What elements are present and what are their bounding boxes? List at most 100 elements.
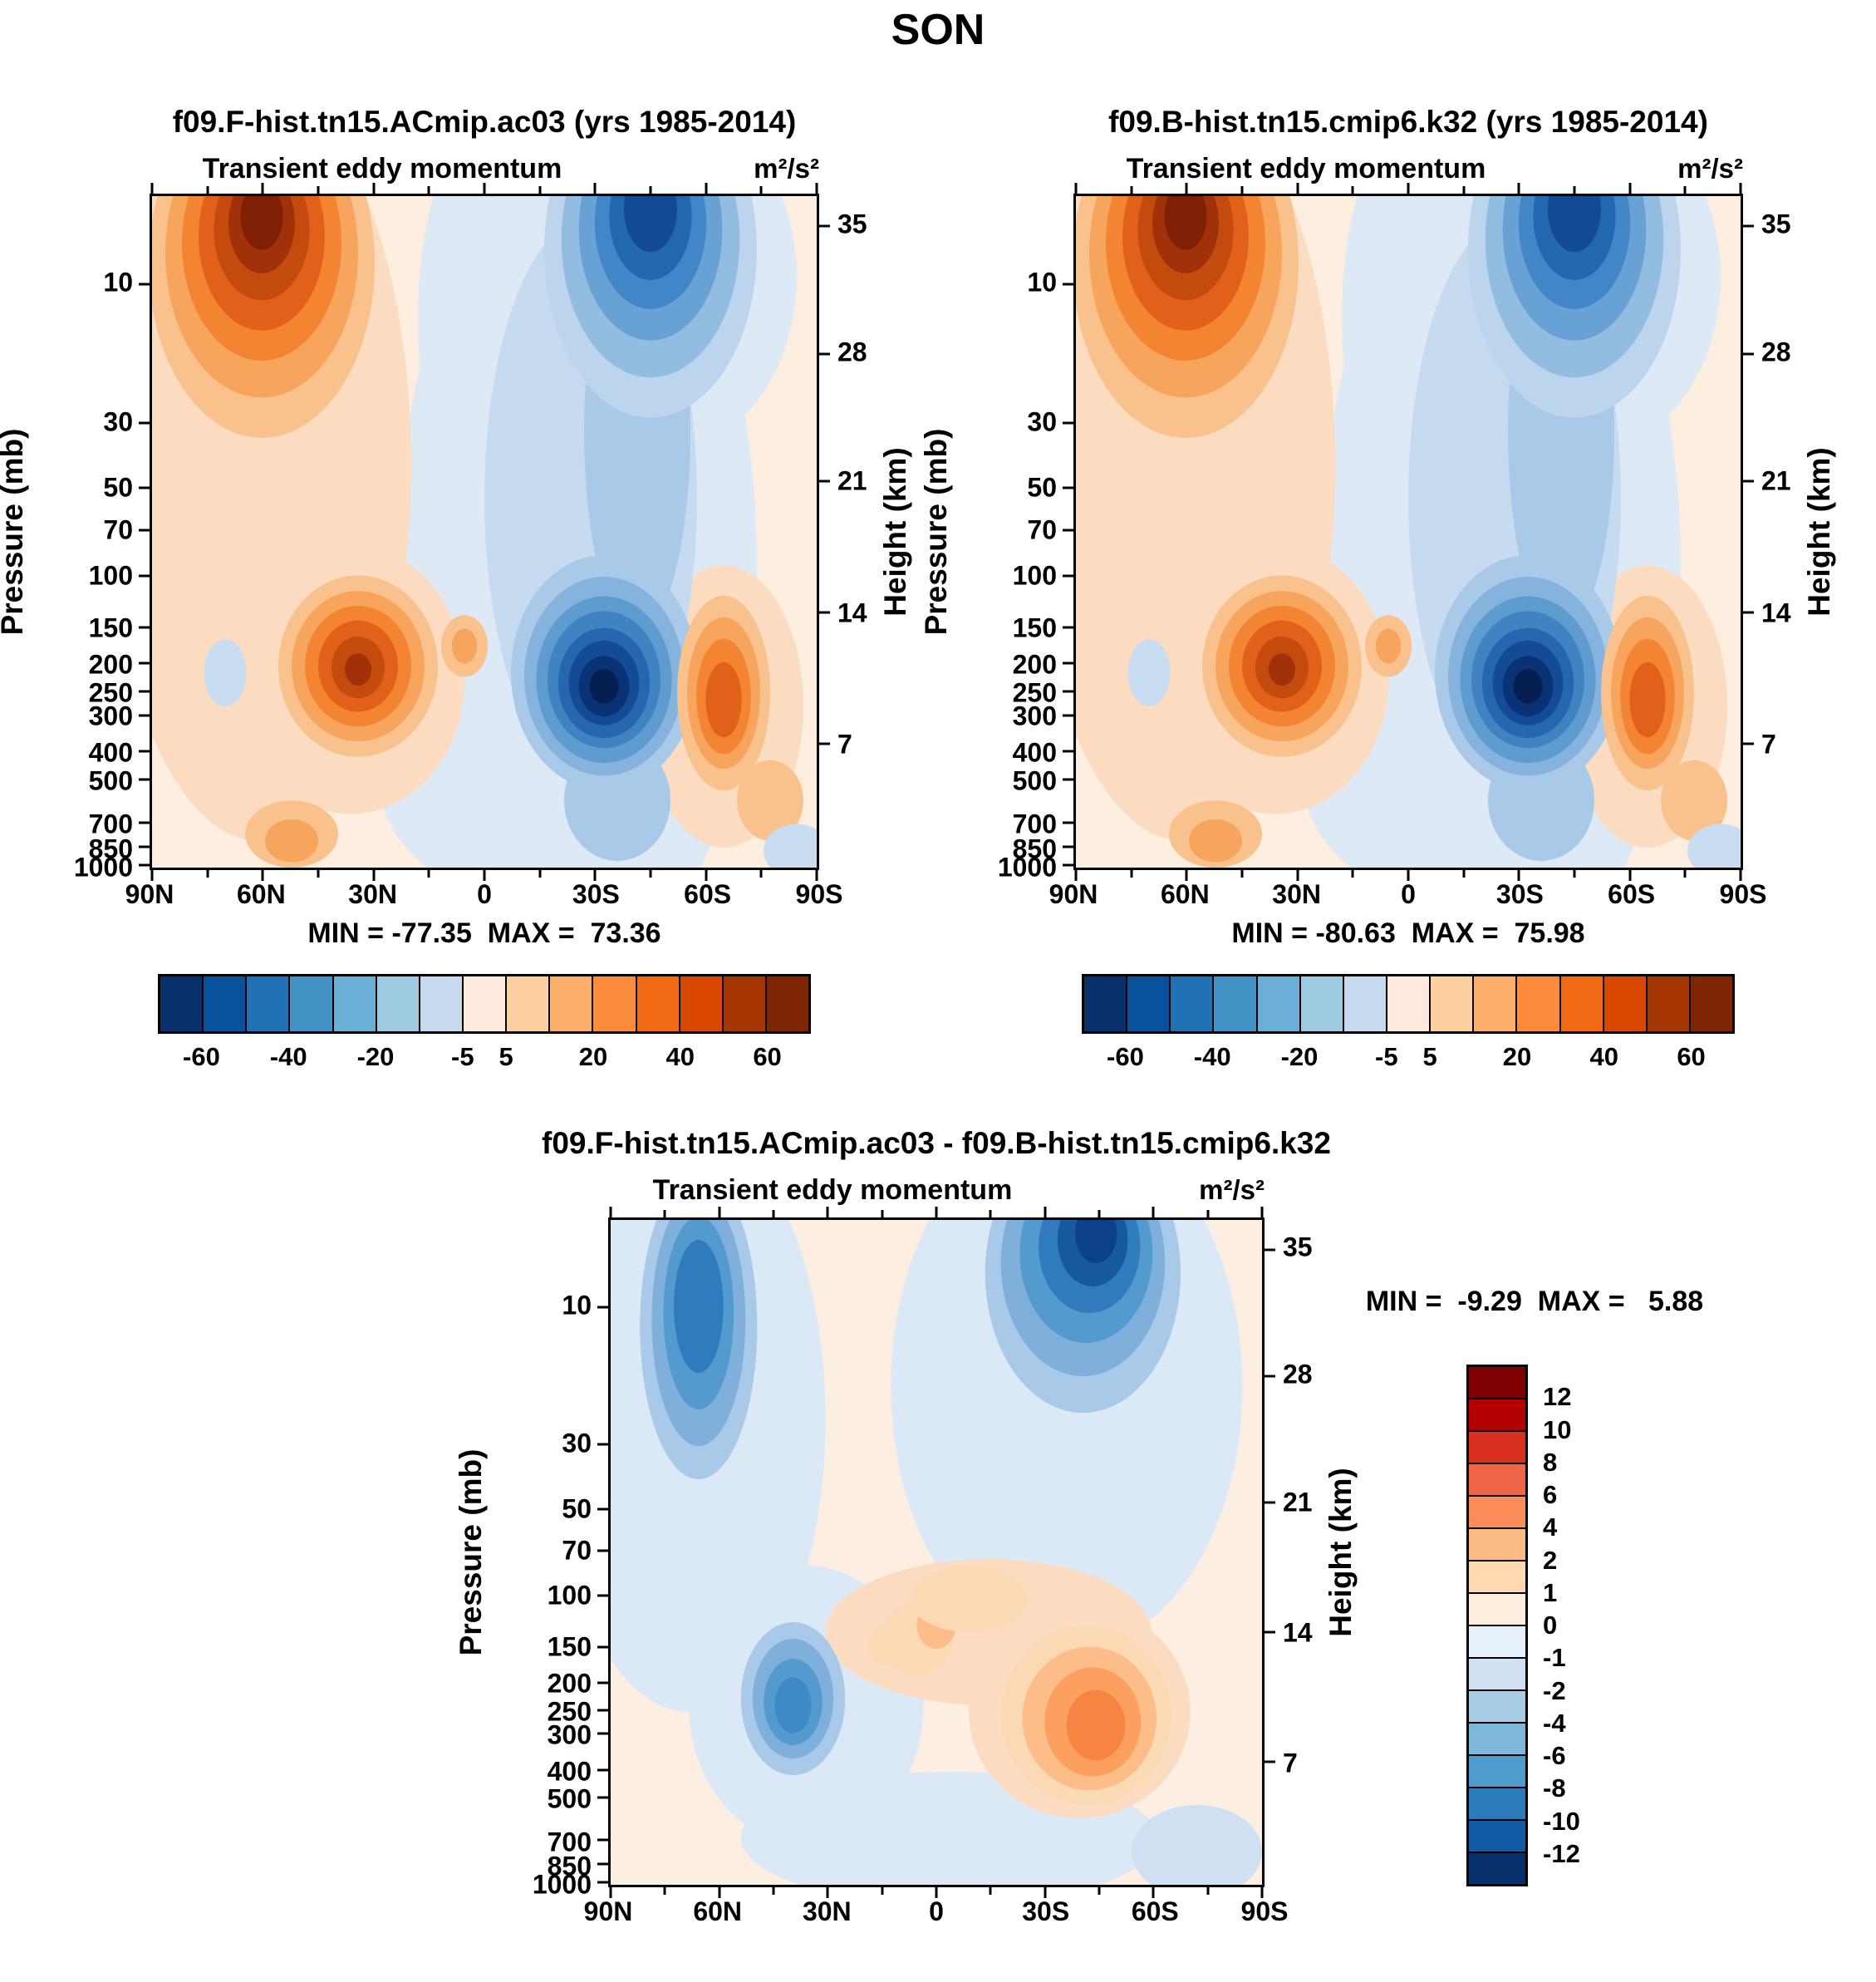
contour-plot [597,1207,1275,1898]
latitude-tick-labels: 90N 60N 30N 0 30S 60S 90S [584,1896,1289,1930]
latitude-tick-label: 30N [1272,879,1321,909]
colorbar-cell [463,976,508,1031]
latitude-tick-label: 0 [929,1896,944,1926]
height-tick-label: 21 [1761,465,1791,496]
pressure-tick-label: 400 [88,737,133,768]
panel-title: f09.B-hist.tn15.cmip6.k32 (yrs 1985-2014… [1108,105,1708,139]
height-tick-label: 14 [1761,598,1791,628]
colorbar-cell [1469,1399,1525,1432]
latitude-tick-label: 60S [1608,879,1656,909]
colorbar-tick-label: -6 [1543,1741,1566,1770]
right-tick-mark [1265,1501,1275,1504]
left-tick-mark [1063,574,1073,578]
bottom-minor-tick-mark [1240,870,1244,878]
colorbar-cell [1431,976,1475,1031]
colorbar-tick-label: -5 [451,1042,474,1071]
left-tick-mark [597,1645,608,1649]
colorbar-cell [1469,1853,1525,1884]
field-title: Transient eddy momentum [652,1174,1013,1206]
bottom-minor-tick-mark [1130,870,1133,878]
left-tick-mark [1063,661,1073,665]
pressure-tick-label: 1000 [532,1869,592,1900]
right-tick-mark [1743,611,1754,614]
pressure-tick-label: 250 [547,1696,592,1727]
height-tick-label: 35 [1283,1232,1313,1262]
colorbar-cell [1690,976,1733,1031]
colorbar-cell [507,976,551,1031]
colorbar-tick-label: -20 [356,1042,395,1071]
pressure-tick-label: 30 [562,1428,592,1458]
pressure-tick-label: 700 [1012,809,1057,839]
right-tick-mark [1743,224,1754,228]
left-tick-mark [1063,845,1073,848]
bottom-minor-tick-mark [663,1887,666,1895]
latitude-tick-label: 0 [477,879,492,909]
bottom-minor-tick-mark [206,870,209,878]
colorbar-cell [1300,976,1344,1031]
height-tick-label: 21 [1283,1487,1313,1517]
left-tick-mark [1063,750,1073,753]
pressure-tick-label: 850 [88,834,133,864]
right-tick-mark [819,480,830,483]
colorbar-cell [766,976,809,1031]
colorbar-cell [1469,1529,1525,1562]
latitude-tick-label: 90S [795,879,843,909]
left-tick-mark [139,821,150,824]
units-label: m²/s² [754,153,819,184]
colorbar-tick-label: 4 [1543,1512,1558,1542]
top-minor-tick-mark [538,186,542,194]
contour-plot [139,183,830,881]
colorbar-cell [1469,1821,1525,1853]
latitude-tick-label: 60S [684,879,732,909]
pressure-axis-title: Pressure (mb) [919,428,953,636]
colorbar-cell [1387,976,1432,1031]
colorbar-cell [1469,1756,1525,1788]
colorbar-cell [636,976,680,1031]
left-tick-mark [597,1681,608,1684]
colorbar-cell [1084,976,1128,1031]
colorbar-cell [290,976,334,1031]
height-tick-labels: 35 28 21 14 7 [1283,1217,1358,1887]
left-tick-mark [597,1507,608,1511]
pressure-tick-label: 70 [562,1535,592,1566]
bottom-minor-tick-mark [1206,1887,1210,1895]
left-tick-mark [597,1709,608,1712]
top-minor-tick-mark [989,1210,992,1217]
height-tick-label: 7 [1761,729,1776,760]
latitude-tick-labels: 90N 60N 30N 0 30S 60S 90S [125,879,843,912]
colorbar-tick-label: 1 [1543,1577,1558,1607]
left-tick-mark [139,863,150,867]
contour-plot [1063,183,1754,881]
colorbar-cell [204,976,248,1031]
left-tick-mark [1063,626,1073,629]
colorbar-cell [1469,1367,1525,1399]
left-tick-mark [597,1796,608,1799]
top-minor-tick-mark [759,186,763,194]
pressure-tick-label: 10 [103,267,133,298]
right-tick-mark [819,742,830,745]
right-tick-mark [1265,1760,1275,1763]
units-label: m²/s² [1677,153,1743,184]
top-tick-mark [609,1207,612,1217]
top-minor-tick-mark [663,1210,666,1217]
season-title: SON [891,6,985,54]
bottom-minor-tick-mark [427,870,430,878]
colorbar-tick-label: 20 [1502,1042,1532,1071]
pressure-tick-label: 500 [547,1783,592,1814]
right-tick-mark [819,352,830,356]
pressure-tick-label: 400 [547,1756,592,1787]
field-title: Transient eddy momentum [202,153,562,184]
colorbar-cell [376,976,420,1031]
colorbar-cell [1560,976,1604,1031]
top-tick-mark [1260,1207,1264,1217]
top-minor-tick-mark [1573,186,1576,194]
pressure-tick-label: 100 [88,560,133,591]
left-tick-mark [139,529,150,532]
pressure-tick-label: 300 [547,1719,592,1750]
height-tick-label: 14 [837,598,867,628]
left-tick-mark [597,1443,608,1446]
left-tick-mark [597,1732,608,1735]
bottom-minor-tick-mark [538,870,542,878]
height-tick-label: 28 [1283,1359,1313,1389]
